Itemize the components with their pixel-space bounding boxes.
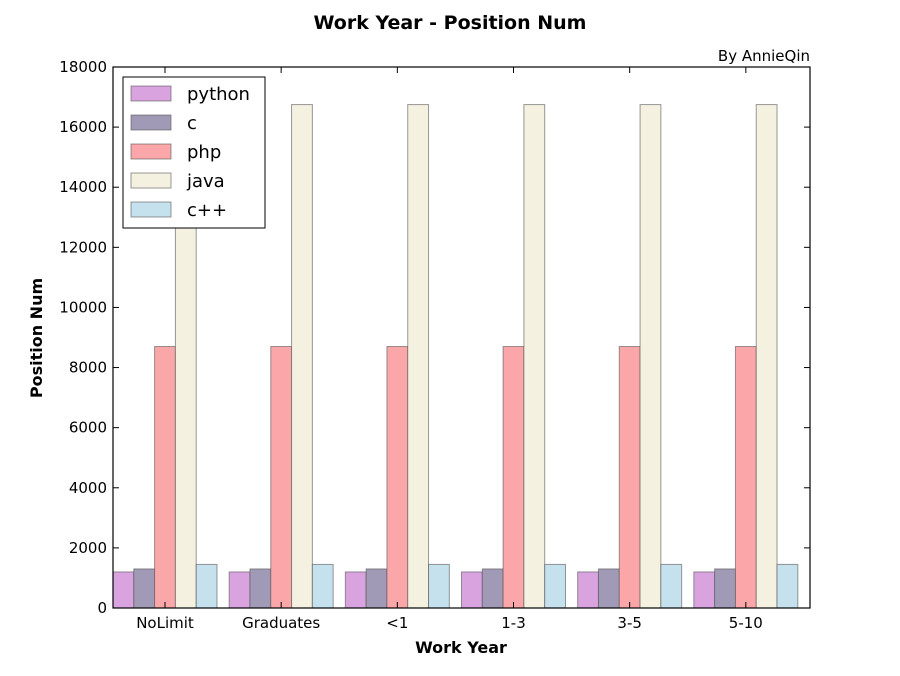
bar-java-5 (755, 104, 778, 609)
y-tick-label: 4000 (69, 479, 107, 497)
bar-php-2 (386, 346, 409, 609)
bar-python-5 (693, 571, 716, 609)
bar-python-2 (344, 571, 367, 609)
bar-python-0 (112, 571, 135, 609)
bar-cplusplus-5 (776, 563, 799, 609)
x-tick-label: <1 (386, 614, 408, 632)
bar-python-4 (577, 571, 599, 609)
ticks-layer: 0 2000 4000 6000 8000 10000 12000 14000 16000 180… (59, 58, 810, 632)
legend-label-java: java (186, 171, 225, 192)
y-tick-label: 16000 (59, 118, 107, 136)
legend-swatch-php (130, 143, 172, 160)
bar-cplusplus-1 (311, 563, 334, 609)
legend-label-php: php (187, 142, 221, 163)
bar-java-3 (523, 104, 546, 609)
bar-php-4 (618, 346, 641, 609)
bar-c-2 (365, 568, 388, 609)
bar-python-3 (461, 571, 483, 609)
legend-swatch-python (130, 85, 172, 102)
bar-php-5 (734, 346, 757, 609)
x-tick-label: Graduates (242, 614, 320, 632)
plot-frame (112, 66, 811, 609)
bar-c-3 (481, 568, 504, 609)
y-tick-label: 12000 (59, 238, 107, 256)
y-tick-label: 18000 (59, 58, 107, 76)
bar-php-0 (154, 346, 176, 609)
legend-swatch-c (130, 114, 172, 131)
bar-c-5 (714, 568, 736, 609)
axes-layer (112, 66, 811, 609)
legend-label-python: python (187, 84, 250, 105)
bar-php-3 (502, 346, 525, 609)
x-tick-label: NoLimit (136, 614, 194, 632)
bar-php-1 (270, 346, 293, 609)
y-tick-label: 2000 (69, 539, 107, 557)
legend: python c php java c++ (122, 76, 266, 229)
y-tick-label: 10000 (59, 298, 107, 316)
bar-java-2 (407, 104, 430, 609)
x-axis-title: Work Year (415, 638, 507, 657)
bar-cplusplus-0 (195, 563, 218, 609)
bar-c-4 (597, 568, 620, 609)
legend-label-cplusplus: c++ (187, 200, 227, 221)
bar-java-4 (639, 104, 662, 609)
y-tick-label: 6000 (69, 419, 107, 437)
bar-cplusplus-4 (660, 563, 683, 609)
x-tick-label: 5-10 (729, 614, 763, 632)
y-tick-label: 14000 (59, 178, 107, 196)
y-tick-label: 0 (97, 599, 107, 617)
chart-title: Work Year - Position Num (314, 12, 587, 34)
x-tick-label: 3-5 (617, 614, 642, 632)
bar-c-1 (249, 568, 272, 609)
y-tick-label: 8000 (69, 359, 107, 377)
legend-swatch-java (130, 172, 172, 189)
author-note: By AnnieQin (718, 47, 810, 65)
bar-python-1 (228, 571, 251, 609)
bar-cplusplus-3 (544, 563, 567, 609)
x-tick-label: 1-3 (501, 614, 526, 632)
bars-layer (112, 104, 799, 609)
legend-label-c: c (187, 113, 197, 134)
legend-swatch-cplusplus (130, 201, 172, 218)
bar-cplusplus-2 (428, 563, 450, 609)
y-axis-title: Position Num (27, 278, 46, 398)
bar-c-0 (133, 568, 156, 609)
bar-java-1 (291, 104, 313, 609)
